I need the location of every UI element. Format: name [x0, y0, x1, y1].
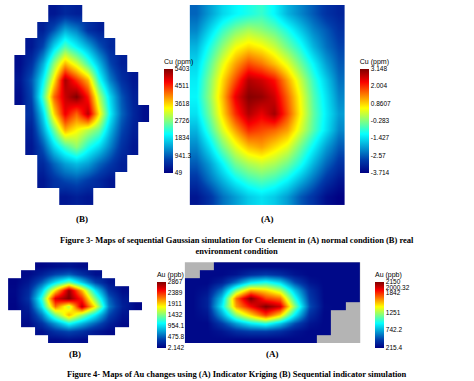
svg-text:(A): (A) — [266, 349, 279, 359]
svg-text:2867: 2867 — [168, 278, 183, 285]
svg-text:-3.714: -3.714 — [371, 169, 390, 176]
svg-text:2150: 2150 — [386, 278, 401, 285]
svg-text:Cu (ppm): Cu (ppm) — [360, 58, 389, 66]
svg-text:(A): (A) — [261, 214, 274, 224]
svg-text:2000.32: 2000.32 — [386, 283, 410, 290]
svg-text:2389: 2389 — [168, 289, 183, 296]
svg-text:4511: 4511 — [175, 82, 189, 89]
svg-text:Au (ppb): Au (ppb) — [157, 271, 184, 279]
svg-text:1911: 1911 — [168, 300, 182, 307]
svg-text:Cu (ppm): Cu (ppm) — [164, 58, 193, 66]
svg-text:3.148: 3.148 — [371, 65, 388, 72]
svg-text:0.8607: 0.8607 — [371, 100, 391, 107]
svg-text:2726: 2726 — [175, 117, 190, 124]
svg-text:954.1: 954.1 — [168, 322, 185, 329]
svg-text:2.142: 2.142 — [168, 344, 185, 351]
svg-text:5403: 5403 — [175, 65, 190, 72]
svg-text:941.3: 941.3 — [175, 152, 192, 159]
svg-text:2.004: 2.004 — [371, 82, 388, 89]
svg-text:-2.57: -2.57 — [371, 152, 386, 159]
svg-text:-1.427: -1.427 — [371, 134, 390, 141]
svg-text:Figure 3- Maps of sequential G: Figure 3- Maps of sequential Gaussian si… — [60, 235, 414, 256]
svg-text:49: 49 — [175, 169, 183, 176]
svg-text:1834: 1834 — [175, 134, 190, 141]
svg-text:215.4: 215.4 — [386, 344, 403, 351]
svg-text:Au (ppb): Au (ppb) — [375, 271, 402, 279]
svg-text:1842: 1842 — [386, 289, 401, 296]
svg-text:475.8: 475.8 — [168, 333, 185, 340]
svg-text:-0.283: -0.283 — [371, 117, 390, 124]
svg-text:(B): (B) — [76, 214, 88, 224]
svg-text:Figure 4- Maps of Au changes u: Figure 4- Maps of Au changes using (A) I… — [67, 369, 407, 379]
svg-text:742.2: 742.2 — [386, 326, 403, 333]
svg-text:3618: 3618 — [175, 100, 190, 107]
svg-text:1251: 1251 — [386, 309, 401, 316]
svg-text:1432: 1432 — [168, 311, 183, 318]
svg-text:(B): (B) — [69, 349, 81, 359]
